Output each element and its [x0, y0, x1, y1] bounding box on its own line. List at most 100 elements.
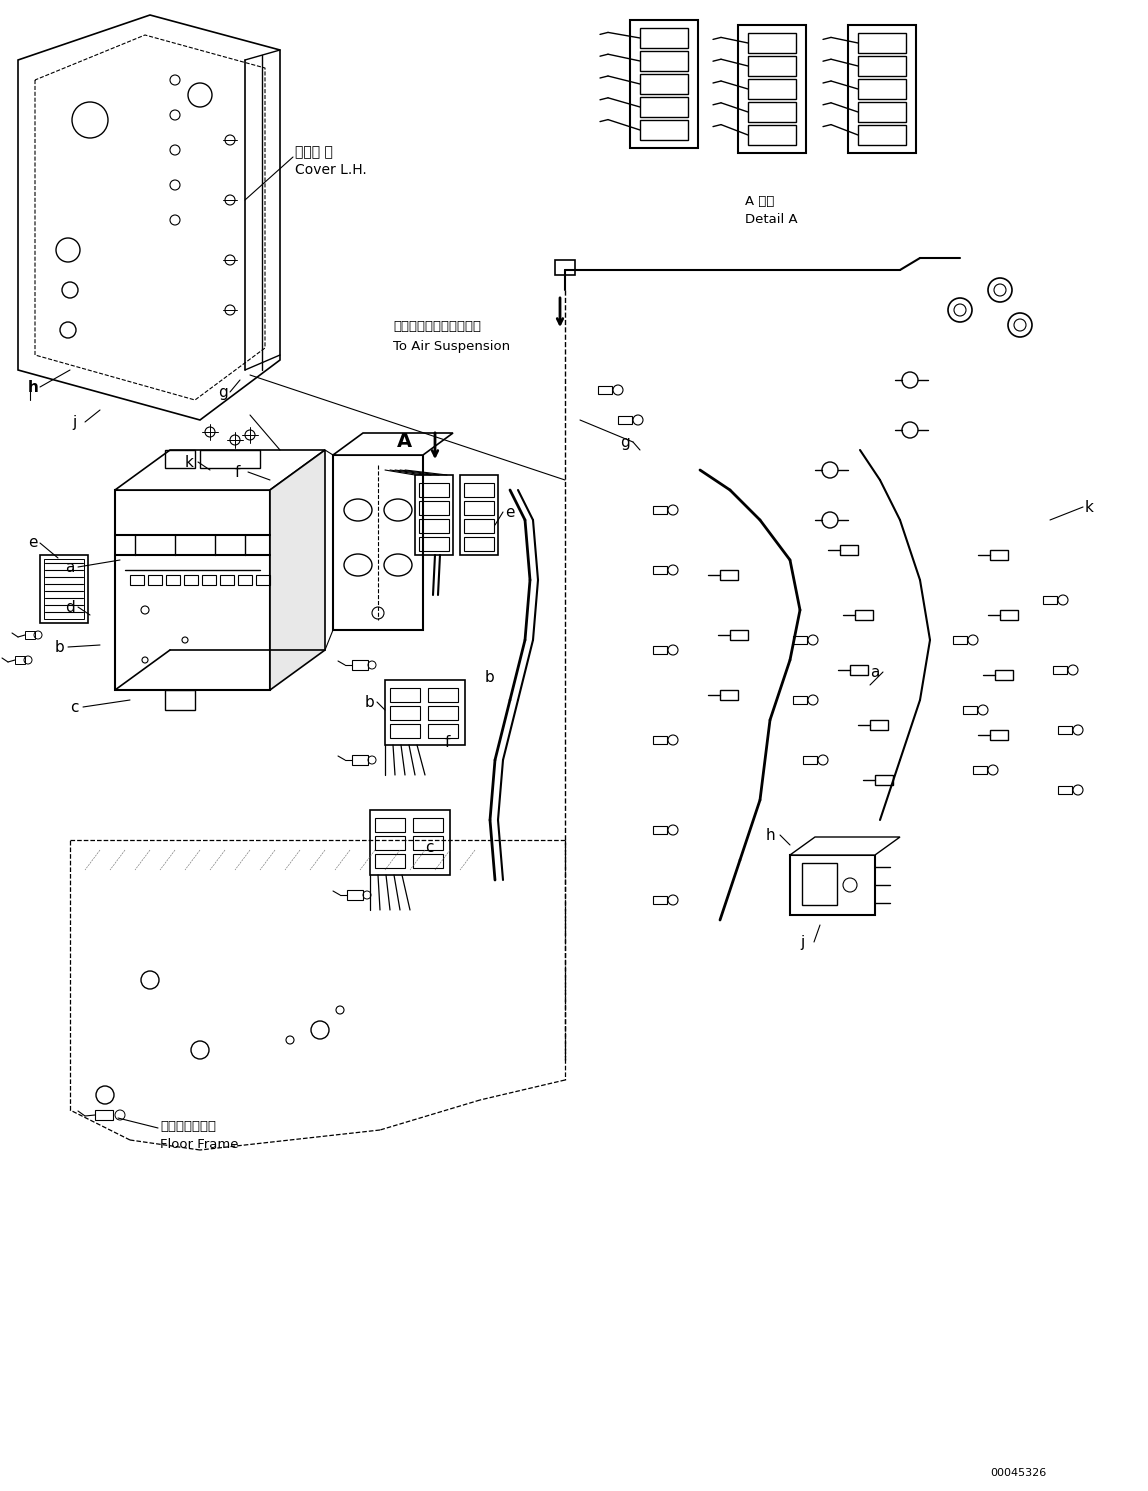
Bar — [428, 707, 458, 720]
Bar — [419, 501, 449, 514]
Text: j: j — [800, 935, 805, 950]
Bar — [653, 505, 667, 514]
Bar — [858, 101, 906, 122]
Bar — [202, 576, 216, 584]
Bar — [858, 33, 906, 54]
Bar — [639, 119, 688, 140]
Bar — [639, 51, 688, 72]
Bar — [1058, 726, 1072, 734]
Bar — [598, 386, 612, 394]
Bar — [200, 450, 259, 468]
Bar — [460, 476, 498, 555]
Bar — [748, 57, 796, 76]
Bar — [848, 25, 916, 154]
Text: c: c — [70, 699, 78, 716]
Text: k: k — [1085, 499, 1094, 514]
Bar — [165, 450, 195, 468]
Text: f: f — [445, 735, 450, 750]
Bar — [428, 687, 458, 702]
Bar — [413, 836, 443, 850]
Bar — [44, 559, 84, 619]
Text: g: g — [620, 435, 630, 450]
Bar — [858, 79, 906, 98]
Text: c: c — [425, 839, 434, 854]
Bar — [1058, 786, 1072, 795]
Bar — [653, 896, 667, 904]
Bar — [995, 669, 1013, 680]
Bar — [95, 1109, 113, 1120]
Bar — [720, 690, 738, 699]
Text: e: e — [505, 505, 514, 520]
Text: a: a — [65, 561, 75, 576]
Bar — [802, 756, 817, 763]
Bar — [256, 576, 270, 584]
Bar — [653, 737, 667, 744]
Polygon shape — [115, 450, 325, 491]
Bar — [352, 754, 369, 765]
Text: エアーサスペンションへ: エアーサスペンションへ — [393, 321, 481, 332]
Bar — [428, 725, 458, 738]
Bar — [618, 416, 633, 423]
Bar — [855, 610, 872, 620]
Bar — [390, 707, 420, 720]
Text: 00045326: 00045326 — [990, 1469, 1046, 1478]
Bar — [748, 101, 796, 122]
Bar — [730, 631, 748, 640]
Text: e: e — [28, 535, 38, 550]
Bar — [790, 854, 875, 915]
Bar — [347, 890, 363, 901]
Bar — [870, 720, 889, 731]
Bar — [554, 259, 575, 274]
Bar — [1053, 666, 1066, 674]
Bar — [1000, 610, 1018, 620]
Bar — [375, 854, 405, 868]
Bar — [1044, 596, 1057, 604]
Bar — [793, 696, 807, 704]
Bar — [653, 646, 667, 655]
Text: b: b — [55, 640, 64, 655]
Bar — [963, 707, 977, 714]
Bar — [166, 576, 180, 584]
Bar — [130, 576, 144, 584]
Text: g: g — [218, 385, 227, 400]
Text: j: j — [72, 414, 76, 429]
Bar — [375, 819, 405, 832]
Text: a: a — [870, 665, 879, 680]
Polygon shape — [270, 450, 325, 690]
Bar — [370, 810, 450, 875]
Text: b: b — [484, 669, 495, 684]
Bar — [333, 455, 422, 631]
Polygon shape — [333, 432, 453, 455]
Bar — [953, 637, 967, 644]
Bar — [840, 546, 858, 555]
Text: d: d — [65, 599, 75, 614]
Bar — [990, 550, 1008, 561]
Bar — [464, 501, 494, 514]
Bar — [220, 576, 234, 584]
Text: A: A — [397, 432, 412, 450]
Bar — [352, 661, 369, 669]
Bar — [748, 79, 796, 98]
Text: フロアフレーム: フロアフレーム — [160, 1120, 216, 1133]
Text: Detail A: Detail A — [745, 213, 798, 227]
Bar — [184, 576, 197, 584]
Bar — [850, 665, 868, 675]
Bar — [720, 570, 738, 580]
Bar — [413, 819, 443, 832]
Bar — [419, 519, 449, 532]
Text: カバー 左: カバー 左 — [295, 145, 333, 160]
Bar — [639, 28, 688, 48]
Bar — [390, 725, 420, 738]
Bar — [858, 57, 906, 76]
Bar — [738, 25, 806, 154]
Text: b: b — [365, 695, 374, 710]
Text: A 詳細: A 詳細 — [745, 195, 775, 209]
Bar — [25, 631, 34, 640]
Bar — [464, 537, 494, 552]
Bar — [385, 680, 465, 746]
Bar — [974, 766, 987, 774]
Bar — [419, 537, 449, 552]
Bar — [748, 33, 796, 54]
Bar — [165, 690, 195, 710]
Text: h: h — [28, 380, 39, 395]
